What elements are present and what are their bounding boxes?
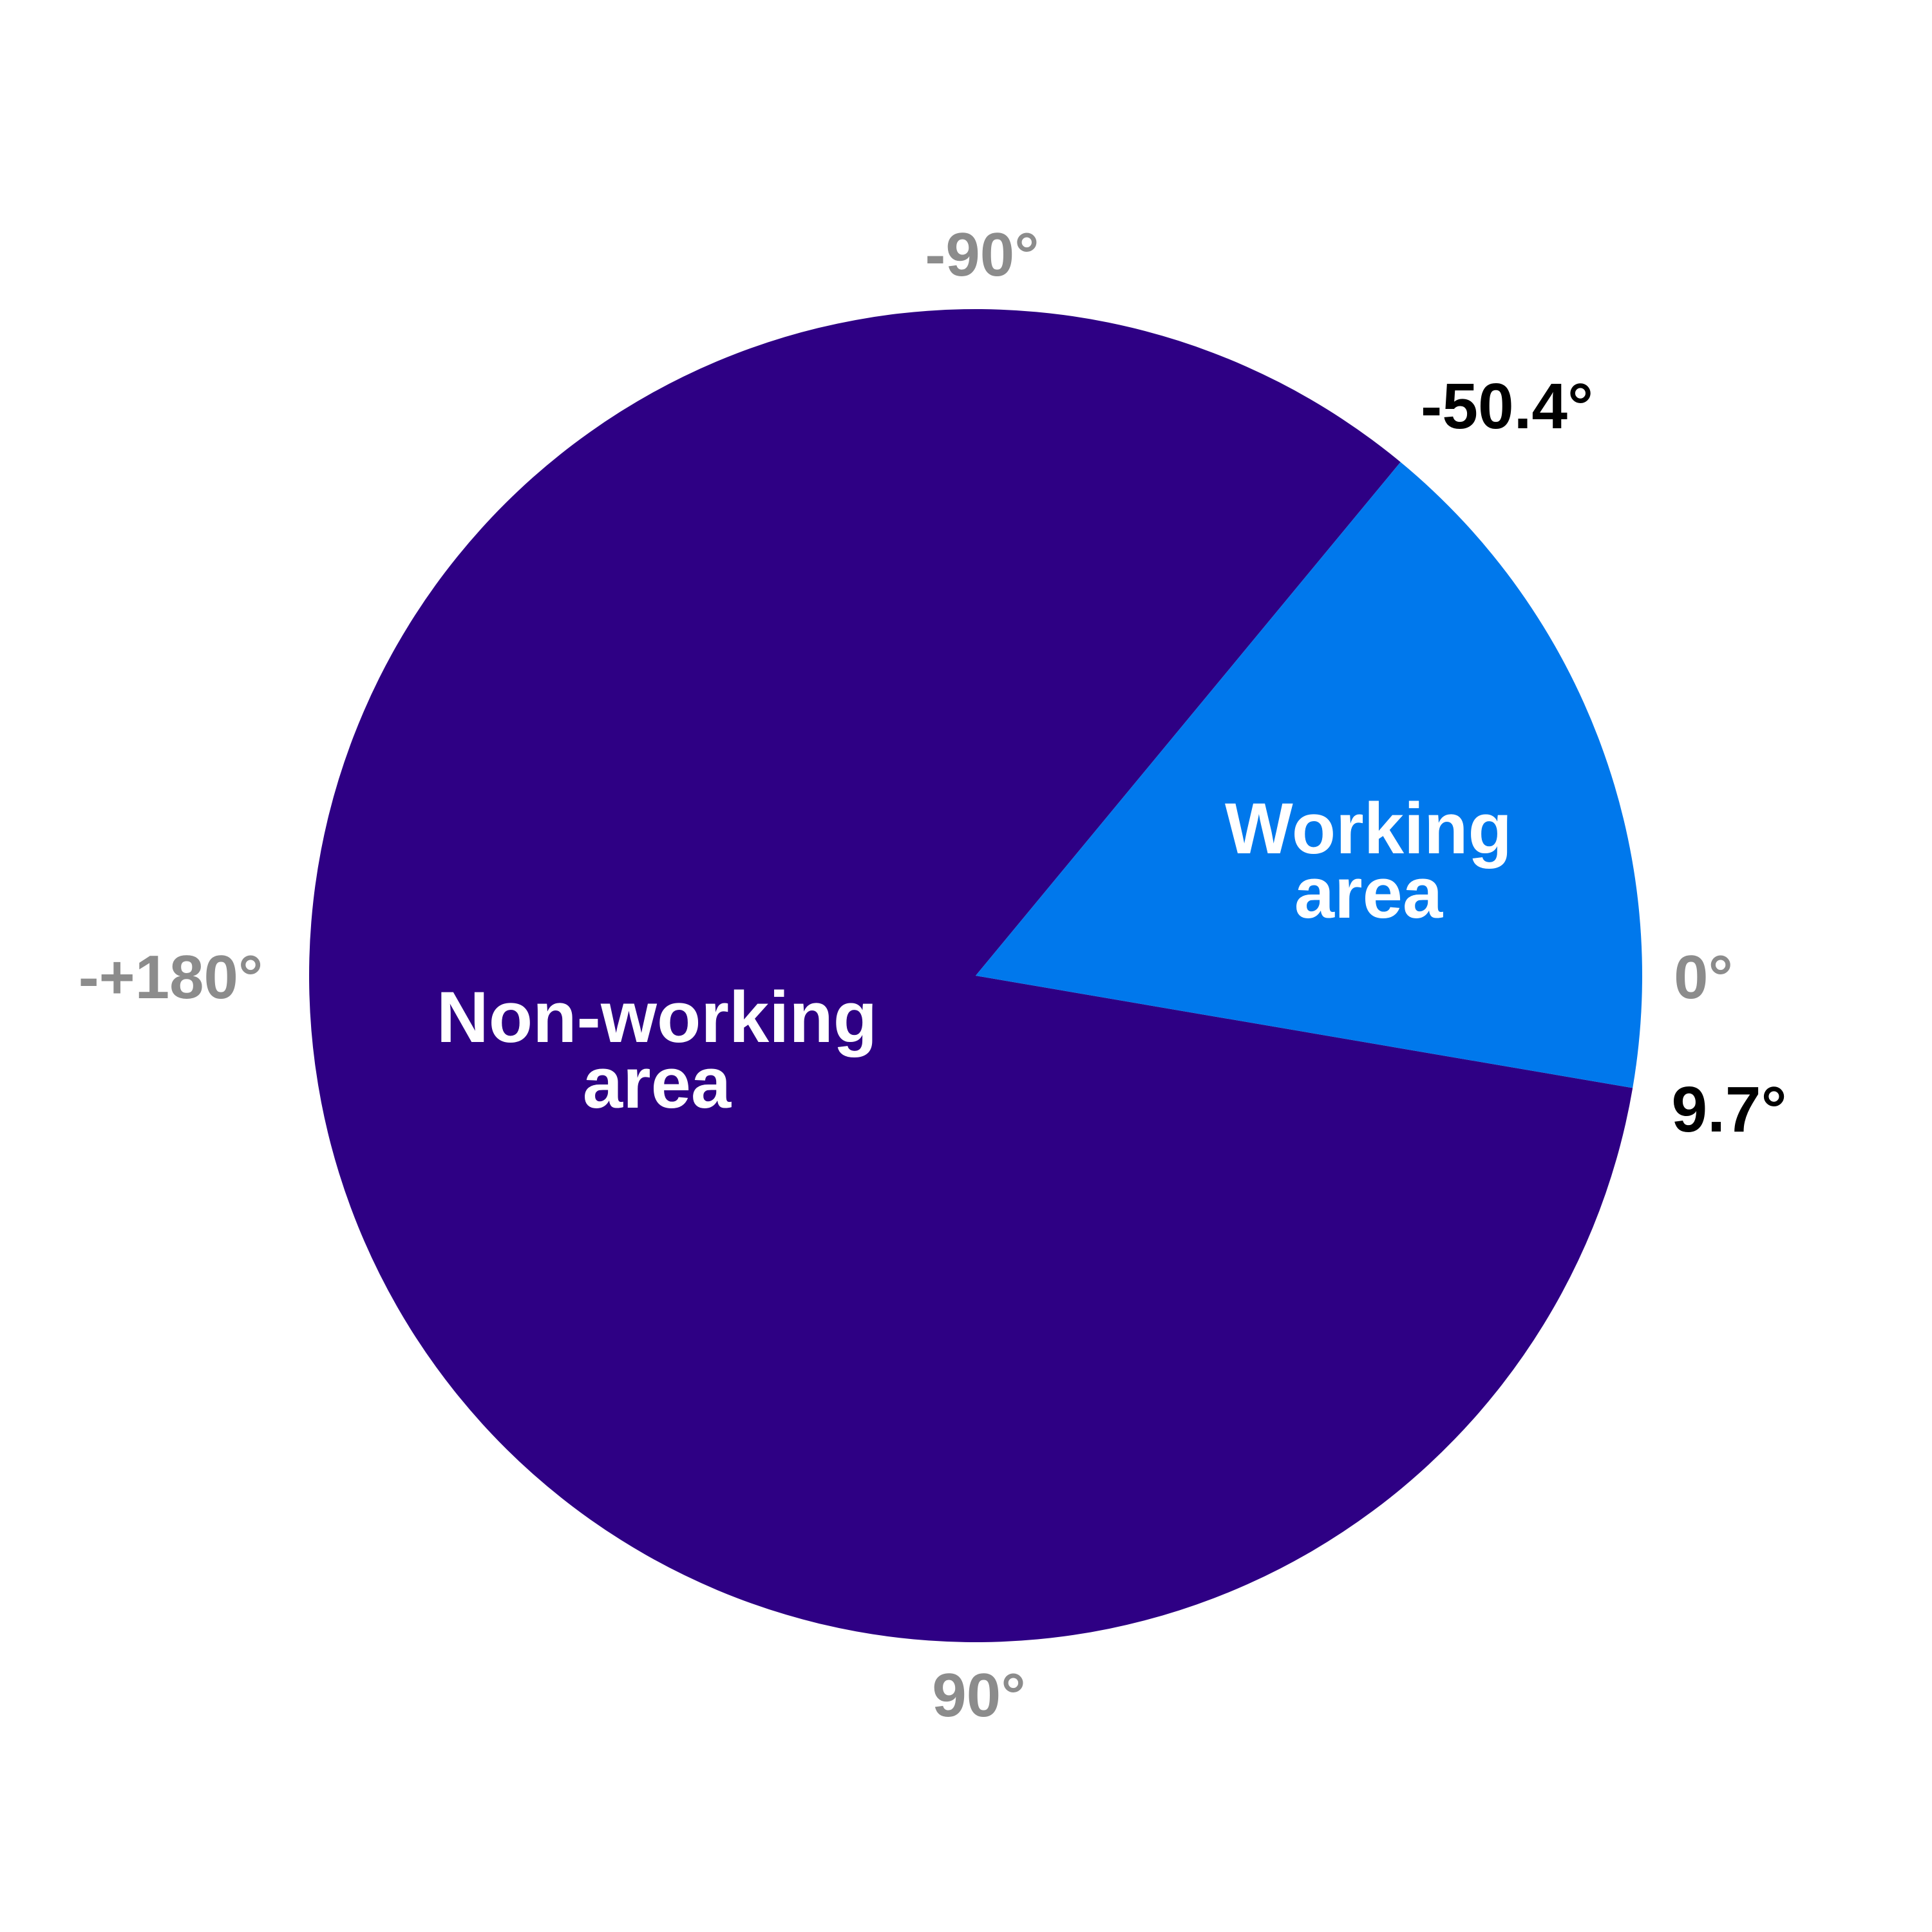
pie-slice-non-working	[308, 309, 1633, 1643]
boundary-label-9-7: 9.7°	[1671, 1074, 1786, 1146]
reference-label-90: 90°	[932, 1661, 1025, 1730]
slice-label-working: Working area	[1225, 788, 1512, 933]
slice-label-non-working-line2: area	[583, 1043, 732, 1123]
slice-label-non-working: Non-working area	[437, 977, 877, 1123]
slice-label-working-line2: area	[1294, 853, 1443, 933]
boundary-label-minus-50-4: -50.4°	[1421, 370, 1593, 442]
reference-label-0: 0°	[1674, 943, 1733, 1012]
slice-label-non-working-line1: Non-working	[437, 977, 877, 1057]
reference-label-minus-90: -90°	[925, 220, 1039, 289]
slice-label-working-line1: Working	[1225, 788, 1512, 869]
reference-label-180: -+180°	[79, 943, 263, 1012]
pie-slices	[308, 309, 1642, 1643]
pie-slice-working	[976, 462, 1642, 1088]
